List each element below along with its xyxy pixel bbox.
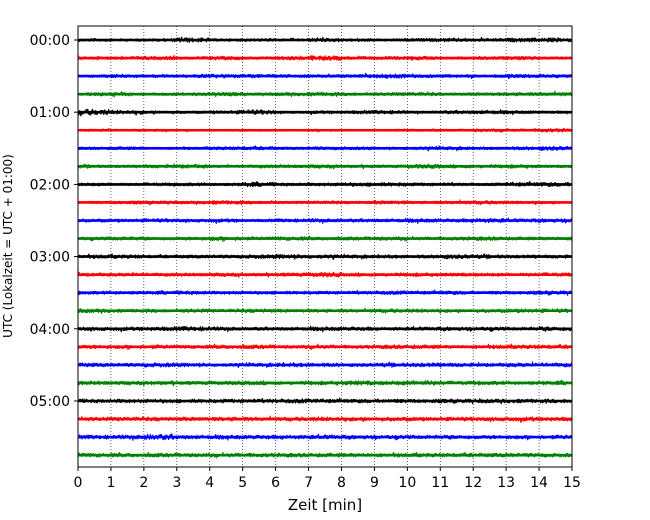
x-axis-ticks: 0 1 2 3 4 5 6 7 8 9 10 11 12 13 14 15 [74, 467, 581, 491]
x-tick-label: 1 [106, 475, 115, 491]
y-tick-label: 00:00 [30, 33, 70, 49]
x-tick-label: 2 [139, 475, 148, 491]
x-tick-label: 7 [304, 475, 313, 491]
y-tick-label: 03:00 [30, 250, 70, 266]
x-tick-label: 5 [238, 475, 247, 491]
seismic-trace [77, 253, 573, 261]
y-tick-label: 05:00 [30, 394, 70, 410]
x-tick-label: 11 [431, 475, 449, 491]
seismic-traces [77, 36, 573, 459]
x-tick-label: 6 [271, 475, 280, 491]
x-tick-label: 14 [530, 475, 548, 491]
x-tick-label: 3 [172, 475, 181, 491]
plot-frame [77, 25, 573, 468]
x-tick-label: 9 [370, 475, 379, 491]
x-tick-label: 0 [74, 475, 83, 491]
x-tick-label: 8 [337, 475, 346, 491]
x-tick-label: 13 [497, 475, 515, 491]
y-axis-label: UTC (Lokalzeit = UTC + 01:00) [1, 154, 15, 338]
y-tick-label: 01:00 [30, 105, 70, 121]
x-tick-label: 12 [464, 475, 482, 491]
y-tick-label: 02:00 [30, 177, 70, 193]
x-tick-label: 15 [563, 475, 581, 491]
y-axis-ticks: 00:00 01:00 02:00 03:00 04:00 05:00 [30, 33, 78, 410]
y-tick-label: 04:00 [30, 322, 70, 338]
x-axis-label: Zeit [min] [288, 496, 362, 514]
x-tick-label: 4 [205, 475, 214, 491]
x-tick-label: 10 [398, 475, 416, 491]
